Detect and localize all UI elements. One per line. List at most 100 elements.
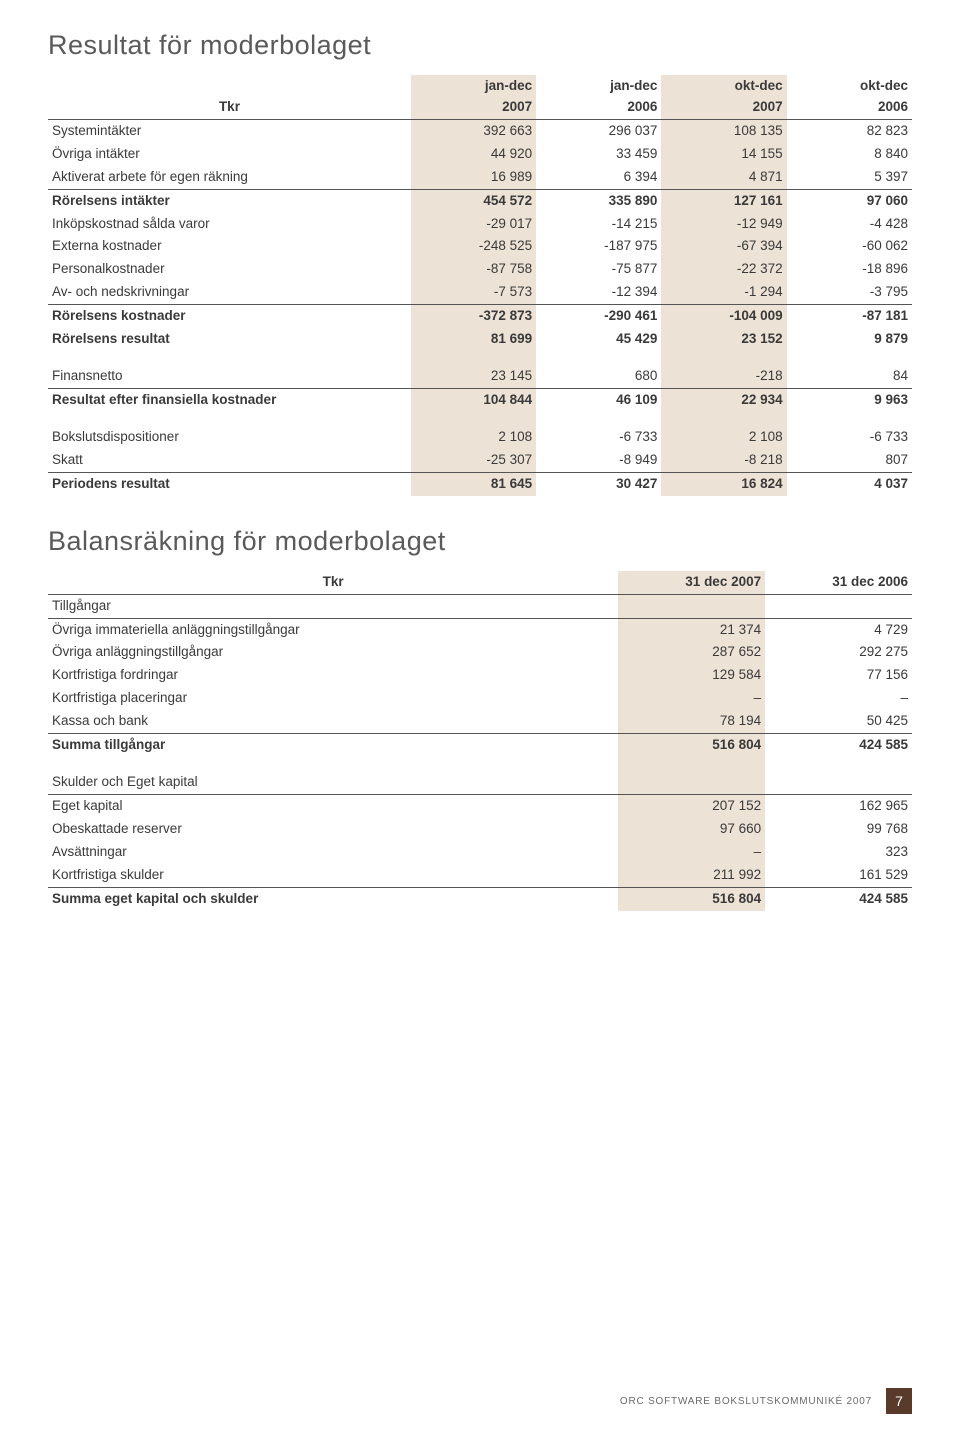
table1-header-cell: jan-dec2007 bbox=[411, 75, 536, 119]
row-value: 9 963 bbox=[787, 388, 912, 411]
row-label: Rörelsens resultat bbox=[48, 328, 411, 351]
row-value: 50 425 bbox=[765, 710, 912, 733]
row-value: -290 461 bbox=[536, 305, 661, 328]
row-value: 5 397 bbox=[787, 166, 912, 189]
row-value: 97 660 bbox=[618, 818, 765, 841]
row-value: 4 729 bbox=[765, 618, 912, 641]
row-label: Periodens resultat bbox=[48, 472, 411, 495]
row-value: -22 372 bbox=[661, 258, 786, 281]
row-value: -218 bbox=[661, 365, 786, 388]
row-value bbox=[618, 771, 765, 794]
row-value bbox=[765, 771, 912, 794]
row-value: -3 795 bbox=[787, 281, 912, 304]
row-value bbox=[765, 594, 912, 618]
row-value: 82 823 bbox=[787, 119, 912, 142]
row-label: Övriga anläggningstillgångar bbox=[48, 641, 618, 664]
row-value: 46 109 bbox=[536, 388, 661, 411]
table-row bbox=[48, 351, 912, 365]
row-value: 30 427 bbox=[536, 472, 661, 495]
table2-header-cell: 31 dec 2007 bbox=[618, 571, 765, 594]
row-value: 296 037 bbox=[536, 119, 661, 142]
table-row: Summa tillgångar516 804424 585 bbox=[48, 734, 912, 757]
row-value: 78 194 bbox=[618, 710, 765, 733]
page-number-badge: 7 bbox=[886, 1388, 912, 1414]
table-row: Eget kapital207 152162 965 bbox=[48, 794, 912, 817]
table-row bbox=[48, 412, 912, 426]
row-value: 108 135 bbox=[661, 119, 786, 142]
row-value: -4 428 bbox=[787, 213, 912, 236]
table1-header-cell: okt-dec2006 bbox=[787, 75, 912, 119]
table-row: Rörelsens kostnader-372 873-290 461-104 … bbox=[48, 305, 912, 328]
row-label: Aktiverat arbete för egen räkning bbox=[48, 166, 411, 189]
row-value: 97 060 bbox=[787, 189, 912, 212]
row-label: Inköpskostnad sålda varor bbox=[48, 213, 411, 236]
row-value: 807 bbox=[787, 449, 912, 472]
table1-head: Tkrjan-dec2007jan-dec2006okt-dec2007okt-… bbox=[48, 75, 912, 119]
table-row: Kassa och bank78 19450 425 bbox=[48, 710, 912, 733]
row-label: Kortfristiga placeringar bbox=[48, 687, 618, 710]
row-label: Kassa och bank bbox=[48, 710, 618, 733]
row-value: 4 037 bbox=[787, 472, 912, 495]
table-row: Tillgångar bbox=[48, 594, 912, 618]
row-value: -87 758 bbox=[411, 258, 536, 281]
row-value: -6 733 bbox=[787, 426, 912, 449]
table2-header-cell: 31 dec 2006 bbox=[765, 571, 912, 594]
row-value: -8 949 bbox=[536, 449, 661, 472]
row-label: Resultat efter finansiella kostnader bbox=[48, 388, 411, 411]
table2-body: TillgångarÖvriga immateriella anläggning… bbox=[48, 594, 912, 910]
row-value: -18 896 bbox=[787, 258, 912, 281]
table-row: Övriga intäkter44 92033 45914 1558 840 bbox=[48, 143, 912, 166]
row-value: 104 844 bbox=[411, 388, 536, 411]
row-value: – bbox=[618, 687, 765, 710]
income-statement-table: Tkrjan-dec2007jan-dec2006okt-dec2007okt-… bbox=[48, 75, 912, 496]
row-value: 22 934 bbox=[661, 388, 786, 411]
row-value: – bbox=[618, 841, 765, 864]
row-value: 424 585 bbox=[765, 734, 912, 757]
row-value: 6 394 bbox=[536, 166, 661, 189]
table-row: Skulder och Eget kapital bbox=[48, 771, 912, 794]
row-value: -14 215 bbox=[536, 213, 661, 236]
row-value: 335 890 bbox=[536, 189, 661, 212]
row-value: 516 804 bbox=[618, 734, 765, 757]
row-value: 84 bbox=[787, 365, 912, 388]
table1-header-cell: jan-dec2006 bbox=[536, 75, 661, 119]
row-label: Kortfristiga fordringar bbox=[48, 664, 618, 687]
row-value: 162 965 bbox=[765, 794, 912, 817]
table1-body: Systemintäkter392 663296 037108 13582 82… bbox=[48, 119, 912, 495]
table-row: Övriga immateriella anläggningstillgånga… bbox=[48, 618, 912, 641]
row-value: -67 394 bbox=[661, 235, 786, 258]
table-row: Bokslutsdispositioner2 108-6 7332 108-6 … bbox=[48, 426, 912, 449]
balance-sheet-table: Tkr31 dec 200731 dec 2006 TillgångarÖvri… bbox=[48, 571, 912, 911]
row-label: Övriga intäkter bbox=[48, 143, 411, 166]
row-value: -87 181 bbox=[787, 305, 912, 328]
table-row: Kortfristiga placeringar–– bbox=[48, 687, 912, 710]
row-value: 14 155 bbox=[661, 143, 786, 166]
row-label: Bokslutsdispositioner bbox=[48, 426, 411, 449]
row-value: 323 bbox=[765, 841, 912, 864]
table1-header-cell: okt-dec2007 bbox=[661, 75, 786, 119]
row-value: -104 009 bbox=[661, 305, 786, 328]
row-value: 129 584 bbox=[618, 664, 765, 687]
row-label: Avsättningar bbox=[48, 841, 618, 864]
footer-text: ORC SOFTWARE BOKSLUTSKOMMUNIKÉ 2007 bbox=[620, 1396, 872, 1407]
row-value: 2 108 bbox=[661, 426, 786, 449]
table-row: Rörelsens intäkter454 572335 890127 1619… bbox=[48, 189, 912, 212]
row-value: -7 573 bbox=[411, 281, 536, 304]
table-row: Rörelsens resultat81 69945 42923 1529 87… bbox=[48, 328, 912, 351]
row-label: Övriga immateriella anläggningstillgånga… bbox=[48, 618, 618, 641]
row-value: -248 525 bbox=[411, 235, 536, 258]
row-label: Skatt bbox=[48, 449, 411, 472]
row-value: 424 585 bbox=[765, 887, 912, 910]
row-value: 99 768 bbox=[765, 818, 912, 841]
table-row: Kortfristiga skulder211 992161 529 bbox=[48, 864, 912, 887]
table-row: Övriga anläggningstillgångar287 652292 2… bbox=[48, 641, 912, 664]
row-value: 287 652 bbox=[618, 641, 765, 664]
row-value: -29 017 bbox=[411, 213, 536, 236]
row-value: 454 572 bbox=[411, 189, 536, 212]
row-value: -6 733 bbox=[536, 426, 661, 449]
table-row: Av- och nedskrivningar-7 573-12 394-1 29… bbox=[48, 281, 912, 304]
row-value: -12 949 bbox=[661, 213, 786, 236]
row-value: -12 394 bbox=[536, 281, 661, 304]
row-value bbox=[618, 594, 765, 618]
row-label: Finansnetto bbox=[48, 365, 411, 388]
